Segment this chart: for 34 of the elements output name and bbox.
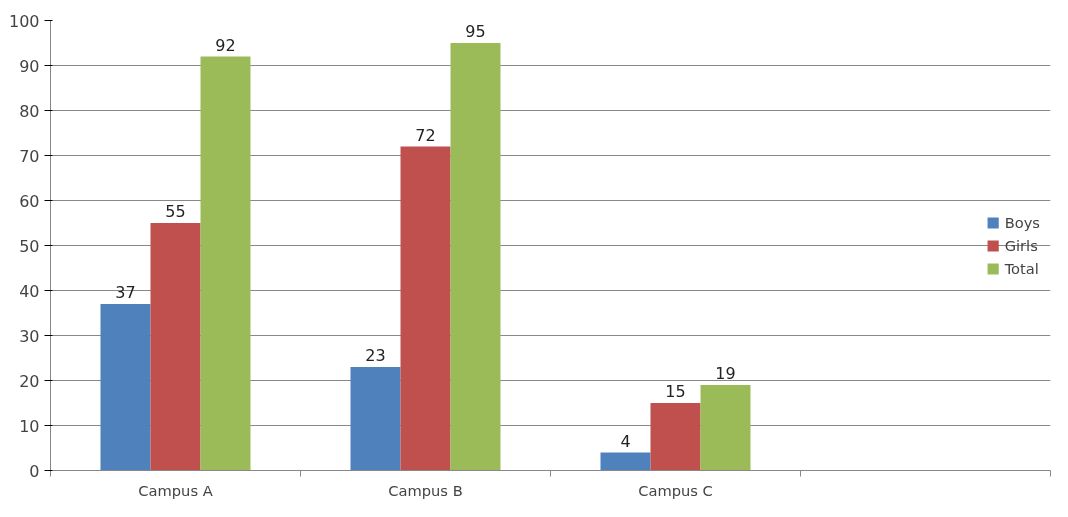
bar [700, 385, 751, 471]
x-tick-label: Campus A [138, 481, 213, 499]
bar [150, 223, 201, 471]
legend-label: Total [1004, 259, 1039, 277]
bar [600, 452, 651, 471]
y-tick-label: 0 [29, 461, 40, 481]
data-label: 92 [215, 35, 236, 55]
bar [450, 43, 501, 471]
bar [650, 403, 701, 471]
data-label: 19 [715, 364, 736, 383]
bar [350, 367, 401, 471]
y-tick-label: 50 [19, 236, 40, 256]
data-label: 95 [465, 22, 486, 41]
data-label: 72 [415, 125, 436, 145]
y-tick-label: 60 [19, 191, 40, 211]
y-tick-label: 10 [19, 416, 40, 436]
x-tick-label: Campus C [638, 481, 713, 499]
data-label: 4 [620, 431, 631, 451]
x-tick-label: Campus B [388, 481, 463, 499]
legend-label: Boys [1004, 213, 1040, 231]
y-tick-label: 100 [8, 11, 40, 31]
bar [100, 304, 151, 471]
data-label: 15 [665, 382, 686, 401]
y-tick-label: 30 [19, 326, 40, 346]
data-label: 23 [365, 346, 386, 365]
y-tick-label: 80 [19, 101, 40, 121]
bar [200, 56, 251, 471]
y-tick-label: 20 [19, 371, 40, 391]
bar [400, 146, 451, 471]
data-label: 37 [115, 283, 136, 302]
y-tick-label: 40 [19, 281, 40, 301]
y-tick-label: 70 [19, 146, 40, 166]
data-label: 55 [165, 202, 186, 221]
y-tick-label: 90 [19, 56, 40, 76]
